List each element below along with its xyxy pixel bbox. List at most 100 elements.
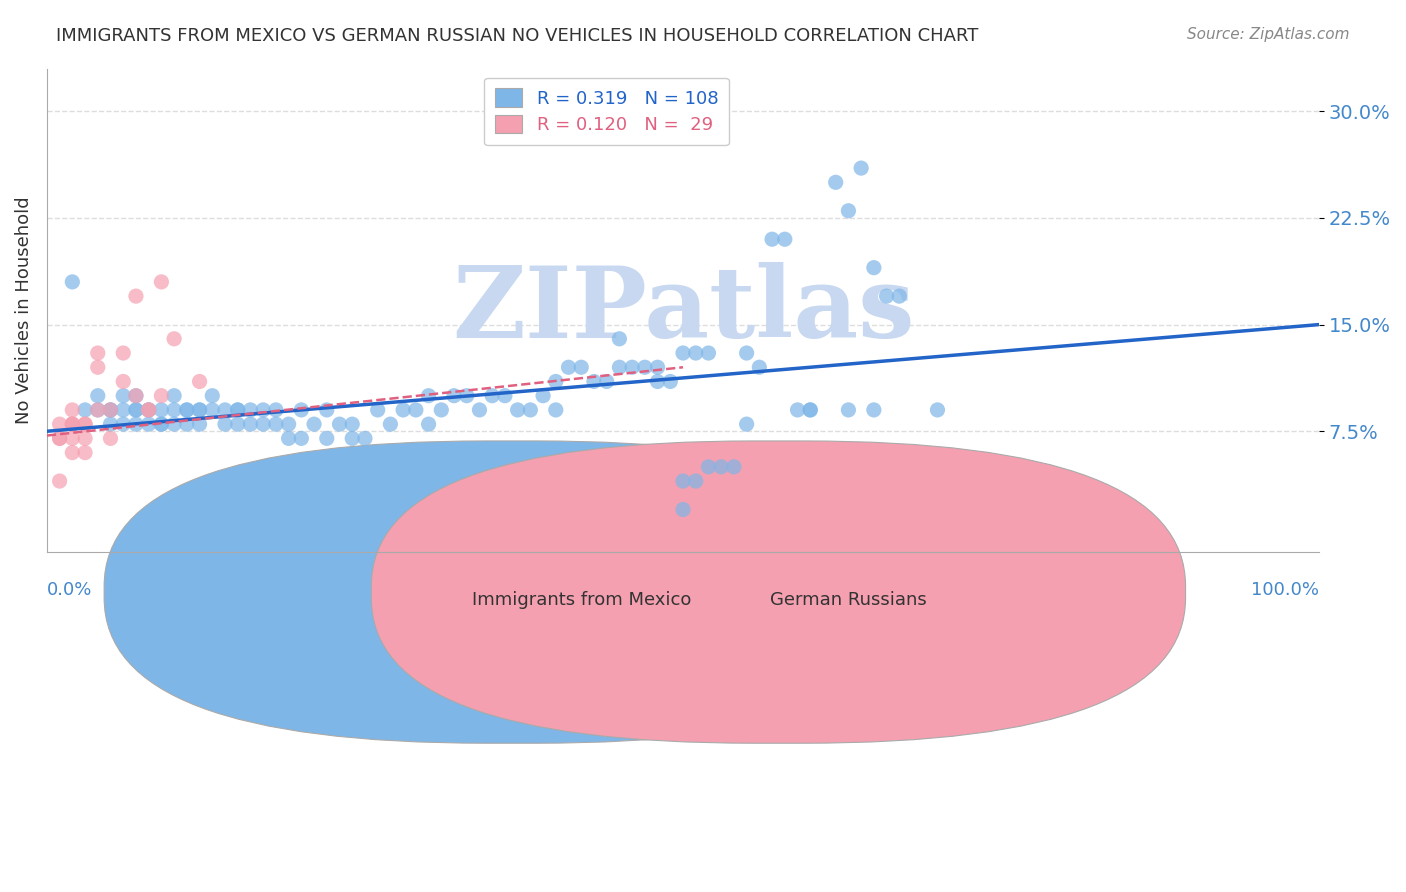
Point [799,403,821,417]
Point [443,389,465,403]
Point [672,502,695,516]
Point [73,445,96,459]
Point [392,403,415,417]
Point [672,346,695,360]
Point [302,417,325,432]
Point [100,403,122,417]
Point [73,417,96,432]
Point [138,403,160,417]
Point [697,459,720,474]
Text: German Russians: German Russians [770,591,927,609]
Point [125,403,148,417]
Point [60,445,83,459]
Point [100,403,122,417]
Point [176,417,198,432]
Point [125,389,148,403]
Point [87,389,110,403]
Point [214,417,236,432]
Point [710,459,733,474]
Point [87,403,110,417]
Point [773,232,796,246]
Point [48,474,70,488]
Point [48,431,70,445]
Text: Source: ZipAtlas.com: Source: ZipAtlas.com [1187,27,1350,42]
Point [761,232,783,246]
Point [456,389,478,403]
Point [252,417,274,432]
Point [876,289,898,303]
Point [125,389,148,403]
Point [163,417,186,432]
Point [354,431,377,445]
Text: 0.0%: 0.0% [46,582,93,599]
Point [138,403,160,417]
Point [609,332,631,346]
Point [201,389,224,403]
Point [506,403,529,417]
Point [226,403,249,417]
Point [735,417,758,432]
Point [595,375,617,389]
Point [112,403,135,417]
Point [87,360,110,375]
Point [328,417,350,432]
Point [214,403,236,417]
Point [634,360,657,375]
Point [188,403,211,417]
Point [138,403,160,417]
Text: IMMIGRANTS FROM MEXICO VS GERMAN RUSSIAN NO VEHICLES IN HOUSEHOLD CORRELATION CH: IMMIGRANTS FROM MEXICO VS GERMAN RUSSIAN… [56,27,979,45]
Point [685,474,707,488]
Point [264,403,287,417]
FancyBboxPatch shape [371,441,1185,743]
Point [138,403,160,417]
Point [418,417,440,432]
Point [647,360,669,375]
Point [239,403,262,417]
Text: Immigrants from Mexico: Immigrants from Mexico [471,591,690,609]
Point [544,375,567,389]
Point [60,431,83,445]
Point [150,275,173,289]
Point [100,403,122,417]
Point [100,417,122,432]
Point [863,403,886,417]
Point [723,459,745,474]
Point [837,203,859,218]
Point [60,275,83,289]
Point [659,375,682,389]
Point [201,403,224,417]
Point [60,417,83,432]
Point [87,346,110,360]
Point [125,417,148,432]
Point [163,403,186,417]
Point [342,431,364,445]
Point [380,417,402,432]
Point [138,417,160,432]
Point [176,403,198,417]
Point [315,403,337,417]
Point [697,346,720,360]
Point [112,389,135,403]
Point [735,346,758,360]
Point [342,417,364,432]
Point [125,403,148,417]
Point [188,417,211,432]
Point [60,417,83,432]
Point [647,375,669,389]
Point [277,417,299,432]
Point [927,403,949,417]
Point [519,403,541,417]
Point [418,389,440,403]
Point [315,431,337,445]
Point [621,360,644,375]
Text: 100.0%: 100.0% [1251,582,1319,599]
Point [163,389,186,403]
Point [468,403,491,417]
Point [188,403,211,417]
Point [290,431,312,445]
Point [150,389,173,403]
Point [609,360,631,375]
Point [150,417,173,432]
Point [481,389,503,403]
Text: ZIPatlas: ZIPatlas [451,262,914,359]
